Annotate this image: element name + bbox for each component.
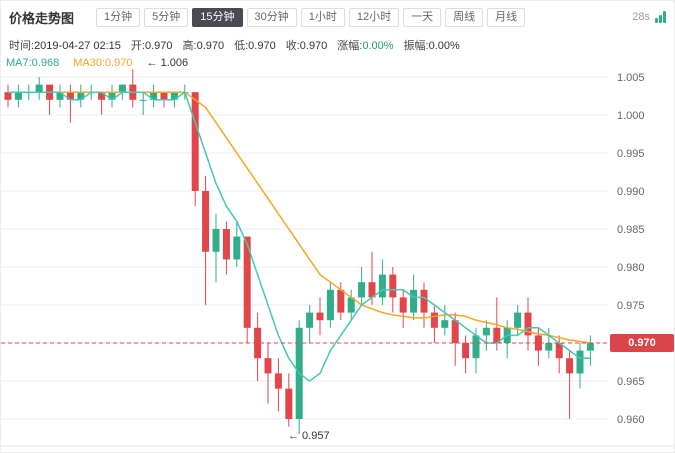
header-right: 28s (632, 11, 666, 23)
info-high: 高:0.970 (182, 40, 225, 52)
candles (4, 69, 594, 435)
info-time: 时间:2019-04-27 02:15 (9, 40, 121, 52)
svg-text:0.965: 0.965 (617, 376, 645, 388)
svg-text:0.975: 0.975 (617, 300, 645, 312)
last-price-tag: 0.970 (610, 334, 674, 352)
tab-month[interactable]: 月线 (487, 7, 526, 27)
countdown-label: 28s (632, 11, 650, 23)
info-close: 收:0.970 (285, 40, 328, 52)
interval-tabs: 1分钟 5分钟 15分钟 30分钟 1小时 12小时 一天 周线 月线 (96, 7, 526, 27)
svg-text:0.995: 0.995 (617, 148, 645, 160)
candlestick-chart[interactable]: 1.005 1.000 0.995 0.990 0.985 0.980 0.975 0.970… (1, 69, 675, 453)
svg-text:1.000: 1.000 (617, 110, 645, 122)
y-axis-labels: 1.0051.0000.9950.9900.9850.9800.9750.970… (617, 72, 645, 426)
tab-week[interactable]: 周线 (445, 7, 484, 27)
ma30-label: MA30:0.970 (73, 57, 133, 69)
tab-5min[interactable]: 5分钟 (144, 7, 189, 27)
high-price-annotation: ← 1.006 (146, 57, 189, 69)
svg-text:0.960: 0.960 (617, 414, 645, 426)
ma30-line (8, 91, 591, 344)
tab-1day[interactable]: 一天 (403, 7, 442, 27)
tab-15min[interactable]: 15分钟 (192, 7, 243, 27)
tab-1min[interactable]: 1分钟 (96, 7, 141, 27)
page-title: 价格走势图 (9, 10, 75, 26)
info-change: 涨幅:0.00% (337, 40, 394, 52)
svg-text:0.985: 0.985 (617, 224, 645, 236)
tab-30min[interactable]: 30分钟 (246, 7, 297, 27)
info-amplitude: 振幅:0.00% (403, 40, 460, 52)
ma7-label: MA7:0.968 (6, 57, 60, 69)
ma-legend-row: MA7:0.968 MA30:0.970 ← 1.006 (6, 57, 188, 69)
chart-canvas[interactable]: 1.005 1.000 0.995 0.990 0.985 0.980 0.975 0.970… (1, 69, 675, 453)
svg-text:0.980: 0.980 (617, 262, 645, 274)
chart-header: 价格走势图 1分钟 5分钟 15分钟 30分钟 1小时 12小时 一天 周线 月线 28s (1, 1, 674, 33)
gridlines (1, 76, 609, 420)
low-price-annotation: ← 0.957 (288, 430, 330, 442)
svg-text:1.005: 1.005 (617, 72, 645, 84)
info-open: 开:0.970 (130, 40, 173, 52)
ohlc-info-bar: 时间:2019-04-27 02:15 开:0.970 高:0.970 低:0.970… (9, 37, 670, 52)
tab-12hour[interactable]: 12小时 (348, 7, 400, 27)
signal-bars-icon (655, 11, 666, 23)
tab-1hour[interactable]: 1小时 (300, 7, 345, 27)
info-low: 低:0.970 (234, 40, 276, 52)
svg-text:0.990: 0.990 (617, 186, 645, 198)
